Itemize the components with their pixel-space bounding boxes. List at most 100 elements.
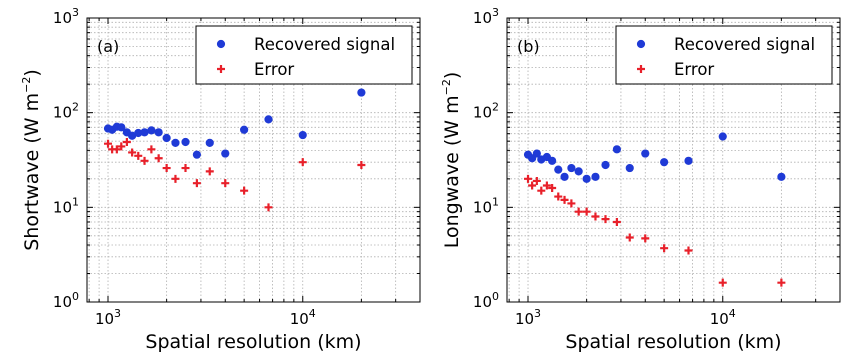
y-tick-label: 101: [53, 195, 79, 216]
x-axis-label: Spatial resolution (km): [145, 331, 361, 353]
recovered-signal-point: [625, 163, 634, 173]
error-point: [554, 192, 563, 201]
series-plus: [524, 174, 786, 287]
error-point: [181, 164, 190, 173]
panel-label: (b): [517, 37, 540, 56]
recovered-signal-point: [154, 128, 163, 137]
error-point: [134, 151, 143, 160]
error-point: [147, 145, 156, 154]
error-point: [117, 142, 126, 151]
axes-frame: [506, 17, 841, 303]
y-tick-label: 102: [53, 101, 79, 122]
error-point: [104, 139, 113, 148]
error-point: [582, 207, 591, 216]
recovered-signal-point: [612, 145, 621, 154]
recovered-signal-point: [574, 167, 583, 176]
recovered-signal-point: [205, 138, 214, 147]
recovered-signal-point: [221, 149, 230, 158]
error-point: [154, 154, 163, 163]
legend: Recovered signal Error: [195, 25, 413, 85]
recovered-signal-point: [601, 160, 610, 170]
legend-label: Recovered signal: [254, 35, 395, 54]
recovered-signal-point: [567, 163, 576, 173]
legend-label: Error: [674, 60, 714, 79]
error-point: [718, 278, 727, 287]
y-tick-label: 100: [473, 290, 499, 311]
legend-marker: [216, 39, 226, 49]
recovered-signal-point: [777, 172, 786, 181]
error-point: [660, 244, 669, 253]
recovered-signal-point: [357, 88, 366, 97]
legend-box: [195, 25, 413, 85]
legend-label: Recovered signal: [674, 35, 815, 54]
recovered-signal-point: [298, 130, 307, 140]
error-point: [162, 164, 171, 173]
error-point: [574, 207, 583, 216]
error-point: [264, 203, 273, 212]
recovered-signal-point: [264, 115, 273, 124]
error-point: [298, 158, 307, 167]
ticks: [507, 17, 841, 303]
legend-marker: [637, 65, 645, 73]
recovered-signal-point: [660, 158, 669, 167]
error-point: [112, 145, 121, 154]
recovered-signal-point: [171, 138, 180, 147]
error-point: [641, 234, 650, 243]
error-point: [548, 184, 557, 193]
recovered-signal-point: [240, 125, 249, 134]
error-point: [192, 179, 201, 188]
y-axis-label: Longwave (W m−2): [440, 72, 463, 249]
y-tick-label: 102: [473, 101, 499, 122]
error-point: [528, 181, 537, 190]
error-point: [140, 156, 149, 165]
error-point: [171, 174, 180, 183]
error-point: [542, 181, 551, 190]
recovered-signal-point: [684, 156, 693, 165]
recovered-signal-point: [147, 126, 156, 135]
recovered-signal-point: [560, 172, 569, 181]
recovered-signal-point: [140, 128, 149, 137]
legend-marker: [636, 39, 646, 49]
y-tick-label: 103: [473, 6, 499, 27]
panel-label: (a): [97, 37, 119, 56]
error-point: [560, 195, 569, 204]
recovered-signal-point: [548, 156, 557, 165]
recovered-signal-point: [117, 123, 126, 132]
ticks: [87, 17, 421, 303]
x-tick-label: 104: [710, 307, 736, 328]
legend-marker: [217, 65, 225, 73]
x-tick-label: 103: [95, 307, 121, 328]
error-point: [524, 174, 533, 183]
legend: Recovered signal Error: [615, 25, 833, 85]
series-circle: [523, 132, 786, 183]
series-circle: [103, 88, 366, 159]
error-point: [612, 217, 621, 226]
recovered-signal-point: [554, 165, 563, 174]
legend-label: Error: [254, 60, 294, 79]
error-point: [537, 186, 546, 195]
recovered-signal-point: [591, 172, 600, 181]
error-point: [777, 278, 786, 287]
y-axis-label: Shortwave (W m−2): [20, 69, 43, 251]
y-tick-label: 100: [53, 290, 79, 311]
error-point: [240, 186, 249, 195]
y-tick-label: 103: [53, 6, 79, 27]
recovered-signal-point: [192, 150, 201, 159]
recovered-signal-point: [582, 174, 591, 183]
error-point: [684, 246, 693, 255]
recovered-signal-point: [532, 149, 541, 158]
error-point: [591, 212, 600, 221]
x-tick-label: 103: [515, 307, 541, 328]
error-point: [532, 176, 541, 185]
legend-box: [615, 25, 833, 85]
error-point: [122, 137, 131, 146]
x-tick-label: 104: [290, 307, 316, 328]
recovered-signal-point: [718, 132, 727, 141]
error-point: [128, 148, 137, 157]
recovered-signal-point: [162, 133, 171, 143]
error-point: [567, 199, 576, 208]
chart-panel-b: 103 104 100 101 102 103 Spatial resolution (km…: [440, 6, 841, 353]
x-axis-label: Spatial resolution (km): [565, 331, 781, 353]
error-point: [221, 179, 230, 188]
